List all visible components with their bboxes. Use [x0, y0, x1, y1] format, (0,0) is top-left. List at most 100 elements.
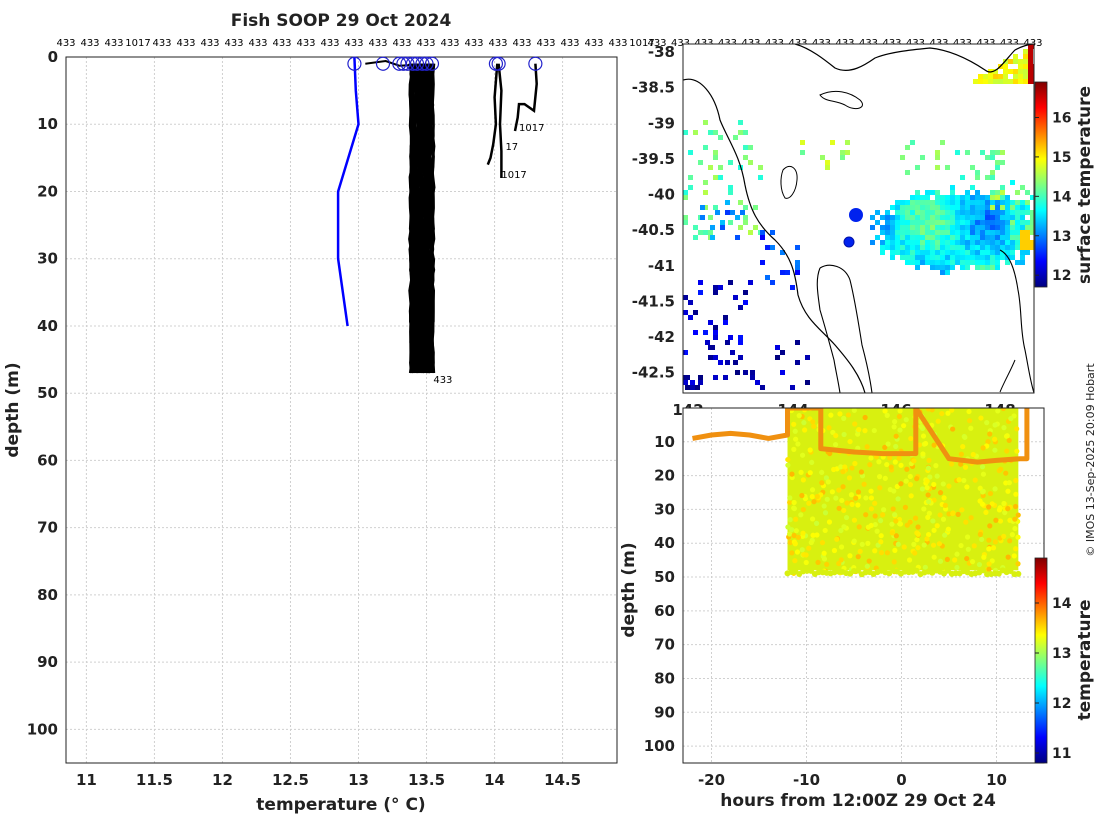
- sst-pixel: [915, 245, 920, 250]
- sst-pixel: [1005, 230, 1010, 235]
- profile-line-433: [431, 63, 436, 374]
- sst-pixel: [990, 240, 995, 245]
- sst-pixel: [945, 250, 950, 255]
- sst-pixel: [950, 245, 955, 250]
- sst-pixel: [945, 220, 950, 225]
- island-king: [780, 165, 798, 199]
- timeseries-point: [985, 439, 991, 445]
- timeseries-point: [800, 477, 806, 483]
- sst-pixel: [698, 160, 703, 165]
- timeseries-point: [946, 511, 952, 517]
- sst-pixel: [985, 195, 990, 200]
- sst-pixel: [1025, 245, 1030, 250]
- sst-pixel: [895, 220, 900, 225]
- timeseries-point: [819, 469, 825, 476]
- sst-pixel: [743, 130, 748, 135]
- timeseries-point: [819, 540, 826, 546]
- sst-pixel: [1000, 250, 1005, 255]
- timeseries-point: [872, 521, 878, 528]
- sst-pixel: [905, 200, 910, 205]
- timeseries-point: [792, 541, 798, 547]
- sst-pixel: [955, 210, 960, 215]
- sst-pixel: [950, 210, 955, 215]
- sst-pixel: [780, 370, 785, 375]
- sst-pixel: [960, 250, 965, 255]
- sst-pixel: [683, 220, 688, 225]
- sst-pixel: [713, 130, 718, 135]
- timeseries-point: [789, 550, 795, 556]
- sst-pixel: [795, 265, 800, 270]
- sst-pixel: [743, 145, 748, 150]
- timeseries-point: [1001, 533, 1007, 539]
- sst-pixel: [975, 225, 980, 230]
- profile-surface-marker: [528, 56, 543, 71]
- timeseries-point: [868, 488, 874, 494]
- sst-pixel: [998, 74, 1003, 79]
- sst-pixel: [840, 155, 845, 160]
- sst-pixel: [895, 235, 900, 240]
- sst-pixel: [770, 280, 775, 285]
- profile-top-label: 433: [392, 38, 411, 49]
- sst-pixel: [910, 230, 915, 235]
- timeseries-point: [878, 550, 885, 556]
- sst-pixel: [940, 215, 945, 220]
- timeseries-point: [852, 460, 858, 467]
- island-north: [819, 90, 863, 110]
- timeseries-point: [856, 524, 862, 530]
- sst-pixel: [753, 225, 758, 230]
- map-colorbar: [1034, 81, 1048, 288]
- sst-pixel: [995, 240, 1000, 245]
- sst-pixel: [920, 220, 925, 225]
- sst-pixel: [698, 375, 703, 380]
- sst-pixel: [1000, 235, 1005, 240]
- timeseries-point: [1015, 512, 1021, 518]
- sst-pixel: [1013, 74, 1018, 79]
- timeseries-point: [981, 554, 987, 560]
- map-y-tick-label: -41.5: [632, 292, 675, 310]
- timeseries-x-tick-label: -20: [698, 771, 725, 789]
- timeseries-point: [892, 512, 898, 518]
- sst-pixel: [990, 260, 995, 265]
- sst-pixel: [890, 220, 895, 225]
- sst-pixel: [965, 190, 970, 195]
- sst-pixel: [748, 280, 753, 285]
- sst-pixel: [920, 230, 925, 235]
- sst-pixel: [920, 155, 925, 160]
- timeseries-point: [813, 520, 820, 526]
- timeseries-point: [977, 498, 983, 504]
- sst-pixel: [925, 210, 930, 215]
- timeseries-point: [791, 532, 797, 539]
- timeseries-point: [950, 510, 956, 517]
- sst-pixel: [920, 195, 925, 200]
- sst-pixel: [683, 380, 688, 385]
- sst-pixel: [1010, 225, 1015, 230]
- sst-pixel: [925, 260, 930, 265]
- timeseries-point: [895, 541, 901, 547]
- timeseries-point: [987, 490, 994, 497]
- timeseries-point: [933, 463, 939, 469]
- sst-pixel: [753, 205, 758, 210]
- sst-pixel: [880, 250, 885, 255]
- profile-surface-marker: [491, 56, 506, 71]
- timeseries-point: [811, 499, 817, 505]
- sst-pixel: [955, 230, 960, 235]
- sst-pixel: [995, 230, 1000, 235]
- sst-pixel: [800, 150, 805, 155]
- sst-pixel: [1015, 200, 1020, 205]
- profile-top-label: 433: [368, 38, 387, 49]
- timeseries-point: [1013, 491, 1019, 497]
- timeseries-point: [980, 567, 987, 574]
- sst-pixel: [730, 210, 735, 215]
- profile-x-tick-label: 14.5: [544, 771, 581, 789]
- sst-pixel: [960, 200, 965, 205]
- sst-pixel: [1015, 235, 1020, 240]
- sst-pixel: [688, 300, 693, 305]
- timeseries-point: [832, 441, 839, 448]
- sst-pixel: [935, 225, 940, 230]
- timeseries-point: [808, 539, 814, 546]
- profile-annotation: 1017: [519, 123, 544, 134]
- timeseries-point: [831, 547, 838, 554]
- timeseries-point: [793, 516, 799, 522]
- sst-pixel: [1020, 250, 1025, 255]
- timeseries-point: [965, 546, 971, 552]
